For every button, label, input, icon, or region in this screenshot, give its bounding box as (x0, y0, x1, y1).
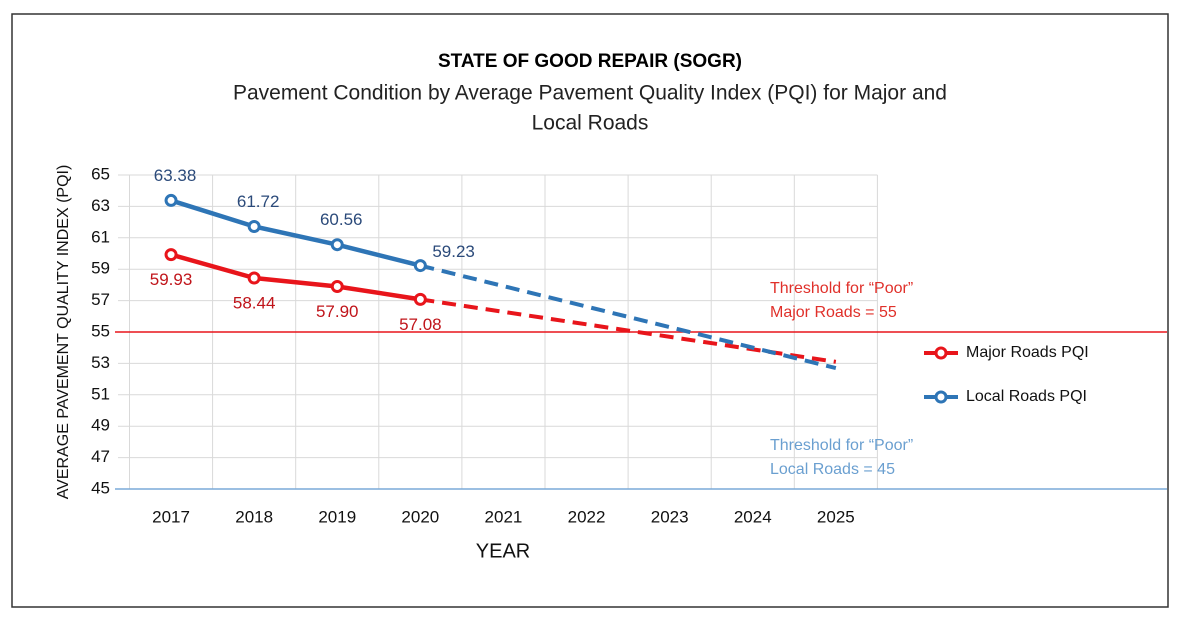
y-tick-label: 45 (91, 478, 110, 497)
projection-line (419, 263, 837, 371)
data-point (247, 219, 261, 233)
x-tick-label: 2018 (235, 507, 273, 526)
data-point (413, 292, 427, 306)
data-point (413, 259, 427, 273)
x-tick-label: 2022 (568, 507, 606, 526)
data-point (164, 248, 178, 262)
y-tick-label: 47 (91, 447, 110, 466)
data-label: 57.90 (316, 302, 359, 321)
y-tick-label: 53 (91, 353, 110, 372)
x-tick-label: 2025 (817, 507, 855, 526)
data-label: 59.23 (432, 242, 475, 261)
threshold-label: Threshold for “Poor” (770, 280, 913, 297)
y-tick-label: 65 (91, 164, 110, 183)
x-tick-label: 2020 (401, 507, 439, 526)
y-tick-label: 57 (91, 290, 110, 309)
legend-marker (934, 390, 948, 404)
y-tick-label: 61 (91, 227, 110, 246)
threshold-label: Local Roads = 45 (770, 461, 895, 478)
y-tick-label: 63 (91, 196, 110, 215)
x-axis-label: YEAR (476, 540, 530, 562)
chart-subtitle: Local Roads (532, 112, 649, 135)
chart-subtitle: Pavement Condition by Average Pavement Q… (233, 82, 947, 105)
y-tick-label: 55 (91, 321, 110, 340)
chart-border (11, 13, 1169, 608)
data-point (164, 193, 178, 207)
data-label: 60.56 (320, 210, 363, 229)
y-tick-label: 59 (91, 259, 110, 278)
x-tick-label: 2023 (651, 507, 689, 526)
data-point (247, 271, 261, 285)
threshold-label: Major Roads = 55 (770, 304, 897, 321)
legend-marker (934, 346, 948, 360)
data-label: 61.72 (237, 192, 280, 211)
data-label: 57.08 (399, 315, 442, 334)
data-point (330, 238, 344, 252)
x-tick-label: 2017 (152, 507, 190, 526)
y-axis-label: AVERAGE PAVEMENT QUALITY INDEX (PQI) (55, 165, 72, 500)
series-line (170, 252, 421, 302)
data-label: 63.38 (154, 166, 197, 185)
x-tick-label: 2019 (318, 507, 356, 526)
threshold-label: Threshold for “Poor” (770, 437, 913, 454)
data-label: 58.44 (233, 293, 276, 312)
projection-line (420, 297, 837, 364)
x-tick-label: 2021 (485, 507, 523, 526)
y-tick-label: 49 (91, 416, 110, 435)
data-label: 59.93 (150, 270, 193, 289)
chart-title: STATE OF GOOD REPAIR (SOGR) (438, 51, 742, 72)
series-line (170, 198, 421, 268)
data-point (330, 279, 344, 293)
legend-label: Local Roads PQI (966, 388, 1087, 405)
legend-label: Major Roads PQI (966, 344, 1089, 361)
x-tick-label: 2024 (734, 507, 772, 526)
y-tick-label: 51 (91, 384, 110, 403)
